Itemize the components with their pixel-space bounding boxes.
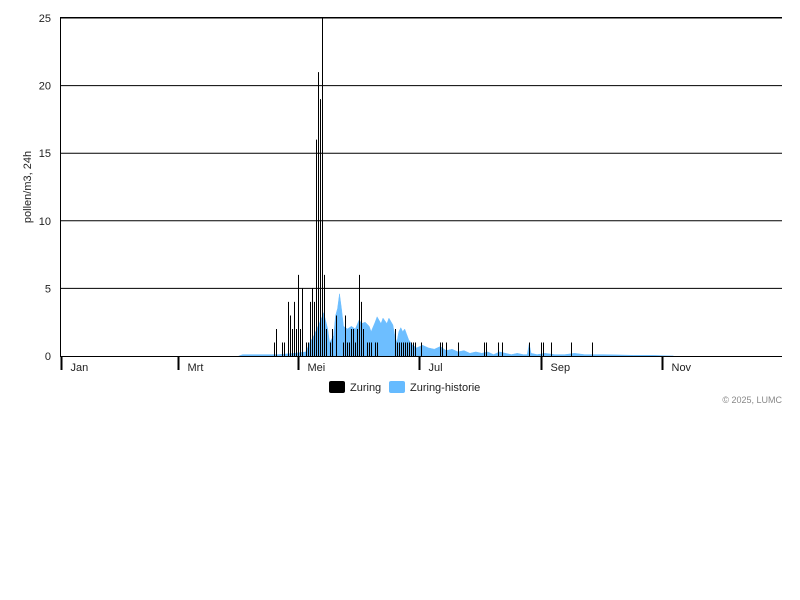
copyright: © 2025, LUMC xyxy=(722,395,782,405)
x-tick-label: Nov xyxy=(672,362,692,374)
legend-label-zuring-historie: Zuring-historie xyxy=(410,382,480,394)
x-tick-label: Sep xyxy=(551,362,571,374)
y-axis-label: pollen/m3, 24h xyxy=(22,151,34,223)
legend-item-zuring-historie[interactable]: Zuring-historie xyxy=(389,381,480,394)
y-tick-label: 20 xyxy=(39,81,51,93)
x-tick-label: Mrt xyxy=(188,362,204,374)
x-tick-label: Jan xyxy=(71,362,89,374)
legend-swatch-zuring xyxy=(329,381,345,393)
history-area-path xyxy=(238,293,674,357)
y-tick-label: 5 xyxy=(45,283,51,295)
x-axis-ticks: Jan Mrt Mei Jul Sep Nov xyxy=(60,356,692,374)
legend: Zuring Zuring-historie xyxy=(329,381,480,394)
axes xyxy=(60,17,782,357)
bars xyxy=(274,18,593,356)
legend-label-zuring: Zuring xyxy=(350,382,381,394)
legend-item-zuring[interactable]: Zuring xyxy=(329,381,381,394)
y-axis-ticks: 0 5 10 15 20 25 xyxy=(39,13,51,363)
y-tick-label: 25 xyxy=(39,13,51,25)
y-tick-label: 10 xyxy=(39,216,51,228)
y-tick-label: 0 xyxy=(45,351,51,363)
x-tick-label: Mei xyxy=(308,362,326,374)
y-tick-label: 15 xyxy=(39,148,51,160)
legend-swatch-zuring-historie xyxy=(389,381,405,393)
x-tick-label: Jul xyxy=(429,362,443,374)
grid-lines xyxy=(60,17,782,289)
history-area xyxy=(238,293,674,357)
